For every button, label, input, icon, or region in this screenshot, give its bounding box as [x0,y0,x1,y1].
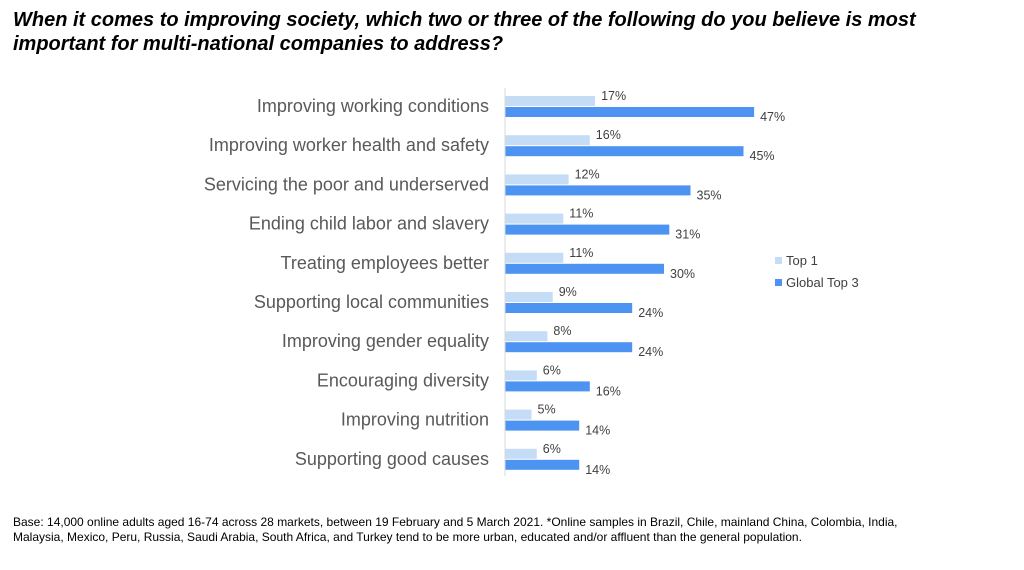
bar-global-top-3 [505,146,744,157]
bar-global-top-3 [505,303,633,313]
data-label: 24% [638,345,663,359]
category-label: Improving gender equality [282,331,489,351]
bar-global-top-3 [505,185,691,196]
category-label: Improving nutrition [341,410,489,430]
bar-top-1 [505,331,548,342]
bar-global-top-3 [505,224,670,235]
plot-area: Improving working conditions 17%47%Improv… [204,88,785,477]
bar-global-top-3 [505,459,580,470]
bar-global-top-3 [505,381,590,392]
data-label: 14% [585,463,610,477]
bar-global-top-3 [505,420,580,431]
legend-label: Global Top 3 [786,275,859,290]
category-label: Supporting local communities [254,292,489,312]
data-label: 11% [569,207,593,221]
bar-top-1 [505,174,569,185]
data-label: 30% [670,267,695,281]
bar-top-1 [505,135,590,146]
data-label: 5% [538,403,556,417]
data-label: 12% [575,167,600,181]
bar-top-1 [505,292,553,302]
legend-swatch [775,279,782,286]
category-group-improving-worker-health-and-safety: Improving worker health and safety 16% 45% [209,128,775,163]
bar-top-1 [505,252,564,263]
bar-top-1 [505,448,537,459]
bar-global-top-3 [505,263,664,274]
bar-chart: Improving working conditions 17%47%Improv… [204,88,859,477]
data-label: 6% [543,363,561,377]
legend: Top 1 Global Top 3 [775,253,859,290]
bar-top-1 [505,409,532,420]
category-label: Improving worker health and safety [209,135,489,155]
bar-top-1 [505,370,537,381]
category-group-servicing-the-poor-and-underserved: Servicing the poor and underserved 12% 35% [204,167,722,202]
data-label: 14% [585,424,610,438]
category-group-ending-child-labor-and-slavery: Ending child labor and slavery 11% 31% [249,207,700,242]
category-label: Treating employees better [281,253,489,273]
category-group-supporting-local-communities: Supporting local communities 9% 24% [254,285,663,320]
data-label: 11% [569,246,593,260]
legend-label: Top 1 [786,253,818,268]
data-label: 16% [596,384,621,398]
footnote: Base: 14,000 online adults aged 16-74 ac… [13,515,898,544]
bar-top-1 [505,213,564,224]
bar-global-top-3 [505,342,633,353]
category-group-improving-nutrition: Improving nutrition 5% 14% [341,403,610,438]
chart-title: When it comes to improving society, whic… [13,9,916,55]
data-label: 6% [543,442,561,456]
category-group-supporting-good-causes: Supporting good causes 6% 14% [295,442,610,477]
category-label: Ending child labor and slavery [249,214,489,234]
category-label: Improving working conditions [257,96,489,116]
category-group-improving-working-conditions: Improving working conditions 17% 47% [257,89,785,124]
data-label: 8% [553,324,571,338]
legend-swatch [775,257,782,264]
category-label: Supporting good causes [295,449,489,469]
category-group-encouraging-diversity: Encouraging diversity 6% 16% [317,363,621,398]
data-label: 9% [559,285,577,299]
data-label: 45% [750,149,775,163]
category-label: Servicing the poor and underserved [204,174,489,194]
category-group-treating-employees-better: Treating employees better 11% 30% [281,246,695,281]
data-label: 47% [760,110,785,124]
data-label: 35% [697,188,722,202]
data-label: 31% [675,228,700,242]
category-group-improving-gender-equality: Improving gender equality 8% 24% [282,324,663,359]
bar-top-1 [505,96,596,106]
category-label: Encouraging diversity [317,370,489,390]
data-label: 24% [638,306,663,320]
data-label: 16% [596,128,621,142]
data-label: 17% [601,89,626,103]
bar-global-top-3 [505,107,755,117]
